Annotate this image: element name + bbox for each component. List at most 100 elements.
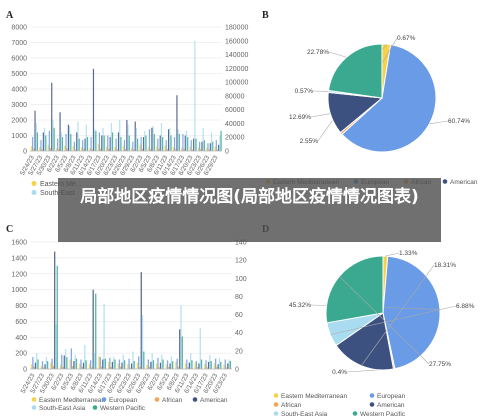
panel-c-bar-western-pacific: [75, 358, 78, 369]
panel-a-bar-african: [49, 147, 52, 151]
panel-c-bar-american: [63, 355, 65, 369]
panel-d-legend-marker: [273, 411, 279, 416]
panel-c-bar-african: [168, 367, 170, 369]
panel-a-bar-african: [150, 149, 152, 151]
panel-b-value-label: 60.74%: [448, 118, 470, 125]
panel-c-bar-eastern-mediterranean: [107, 361, 110, 369]
panel-a-bar-south-east-asia: [77, 121, 79, 151]
panel-c-bar-eastern-mediterranean: [59, 365, 62, 369]
panel-a-bar-african: [183, 149, 185, 151]
panel-c-left-tick-label: 800: [15, 303, 27, 310]
panel-c-right-tick-label: 100: [235, 276, 247, 283]
panel-c-bar-african: [100, 366, 103, 369]
panel-a-bar-western-pacific: [203, 140, 205, 151]
panel-c-bar-african: [197, 367, 199, 369]
panel-a-bar-american: [117, 132, 120, 151]
panel-c-bar-eastern-mediterranean: [30, 364, 33, 369]
panel-b-value-label: 0.57%: [295, 88, 314, 95]
panel-b-value-label: 2.55%: [300, 138, 319, 145]
panel-c-bar-eastern-mediterranean: [117, 363, 119, 369]
panel-c-bar-eastern-mediterranean: [69, 359, 71, 370]
panel-label-b: B: [262, 10, 269, 21]
panel-a-bar-western-pacific: [70, 133, 72, 151]
panel-c-bar-eastern-mediterranean: [127, 364, 129, 369]
panel-c-bar-american: [217, 364, 219, 369]
panel-a-bar-western-pacific: [95, 130, 97, 151]
panel-c-bar-eastern-mediterranean: [175, 361, 177, 369]
panel-a-bar-african: [33, 148, 35, 152]
panel-c-bar-american: [227, 363, 229, 369]
panel-c-bar-eastern-mediterranean: [223, 365, 225, 369]
panel-a-bar-european: [148, 129, 151, 151]
panel-c-bar-american: [140, 272, 142, 369]
panel-a-bar-eastern-mediterranean: [55, 147, 58, 151]
panel-c-bar-american: [179, 329, 181, 369]
panel-c-bar-european: [215, 358, 217, 369]
panel-a-bar-south-east-asia: [210, 132, 213, 151]
panel-a-bar-south-east-asia: [194, 40, 196, 152]
panel-a-bar-eastern-mediterranean: [64, 145, 66, 151]
panel-label-a: A: [6, 10, 14, 21]
panel-c-left-tick-label: 600: [15, 319, 27, 326]
panel-a-bar-eastern-mediterranean: [47, 144, 49, 151]
panel-a-bar-african: [158, 148, 160, 151]
panel-a-bar-western-pacific: [178, 133, 180, 151]
panel-d-slice-western-pacific: [325, 255, 384, 324]
panel-c-legend-marker: [31, 397, 37, 402]
panel-a-bar-african: [141, 148, 143, 152]
panel-c-bar-african: [91, 367, 93, 369]
panel-a-left-tick-label: 1000: [11, 133, 27, 140]
panel-d-legend-marker: [273, 393, 279, 398]
panel-a-bar-american: [184, 135, 186, 151]
panel-a-bar-western-pacific: [120, 137, 122, 151]
panel-c-bar-european: [138, 356, 140, 369]
panel-c-legend-marker: [92, 405, 98, 410]
panel-a-left-tick-label: 4000: [11, 87, 27, 94]
panel-c-bar-eastern-mediterranean: [136, 362, 139, 369]
panel-c-left-tick-label: 200: [15, 351, 27, 358]
panel-a-bar-european: [190, 140, 192, 151]
panel-a-right-tick-label: 20000: [225, 135, 245, 142]
panel-c-bar-western-pacific: [95, 293, 97, 369]
panel-c-bar-african: [225, 367, 228, 369]
panel-a-bar-european: [173, 137, 176, 151]
panel-c-bar-european: [41, 361, 44, 369]
panel-a-left-tick-label: 0: [23, 149, 27, 156]
panel-a-bar-american: [176, 95, 178, 151]
panel-a-bar-western-pacific: [111, 132, 114, 151]
panel-b-legend-marker: [442, 179, 448, 184]
panel-a-bar-eastern-mediterranean: [164, 145, 166, 151]
panel-a-bar-american: [42, 132, 44, 151]
panel-a-bar-eastern-mediterranean: [30, 146, 33, 151]
panel-a-right-tick-label: 160000: [225, 38, 248, 45]
panel-c-bar-american: [111, 361, 114, 369]
panel-c-bar-american: [169, 363, 171, 369]
panel-a-bar-american: [51, 82, 53, 151]
panel-c-bar-european: [186, 359, 188, 370]
panel-a-bar-western-pacific: [53, 127, 55, 151]
panel-c-bar-european: [166, 360, 169, 369]
panel-c-legend-marker: [101, 397, 107, 402]
panel-c-bar-south-east-asia: [141, 315, 144, 369]
panel-d-legend-marker: [352, 411, 358, 416]
panel-a-bar-eastern-mediterranean: [72, 146, 74, 151]
panel-a-left-tick-label: 2000: [11, 118, 27, 125]
panel-label-c: C: [6, 224, 13, 235]
panel-d-legend-label: Eastern Mediterranean: [281, 393, 348, 400]
panel-c-bar-south-east-asia: [190, 353, 192, 370]
panel-a-right-tick-label: 80000: [225, 93, 245, 100]
panel-c-legend-label: African: [162, 397, 183, 404]
panel-c-bar-western-pacific: [210, 361, 212, 369]
panel-c-left-tick-label: 1600: [11, 240, 27, 247]
panel-a-bar-eastern-mediterranean: [114, 147, 116, 152]
panel-a-bar-american: [134, 121, 136, 151]
panel-c-bar-european: [147, 359, 149, 370]
panel-d-value-label: 1.33%: [399, 250, 418, 257]
panel-c-legend-marker: [154, 397, 160, 402]
panel-c-bar-eastern-mediterranean: [50, 362, 52, 369]
panel-c-bar-african: [81, 366, 83, 369]
panel-c-bar-western-pacific: [46, 361, 49, 369]
panel-d-leader-line: [385, 252, 400, 257]
panel-c-bar-american: [44, 364, 46, 369]
panel-a-bar-south-east-asia: [202, 127, 204, 151]
